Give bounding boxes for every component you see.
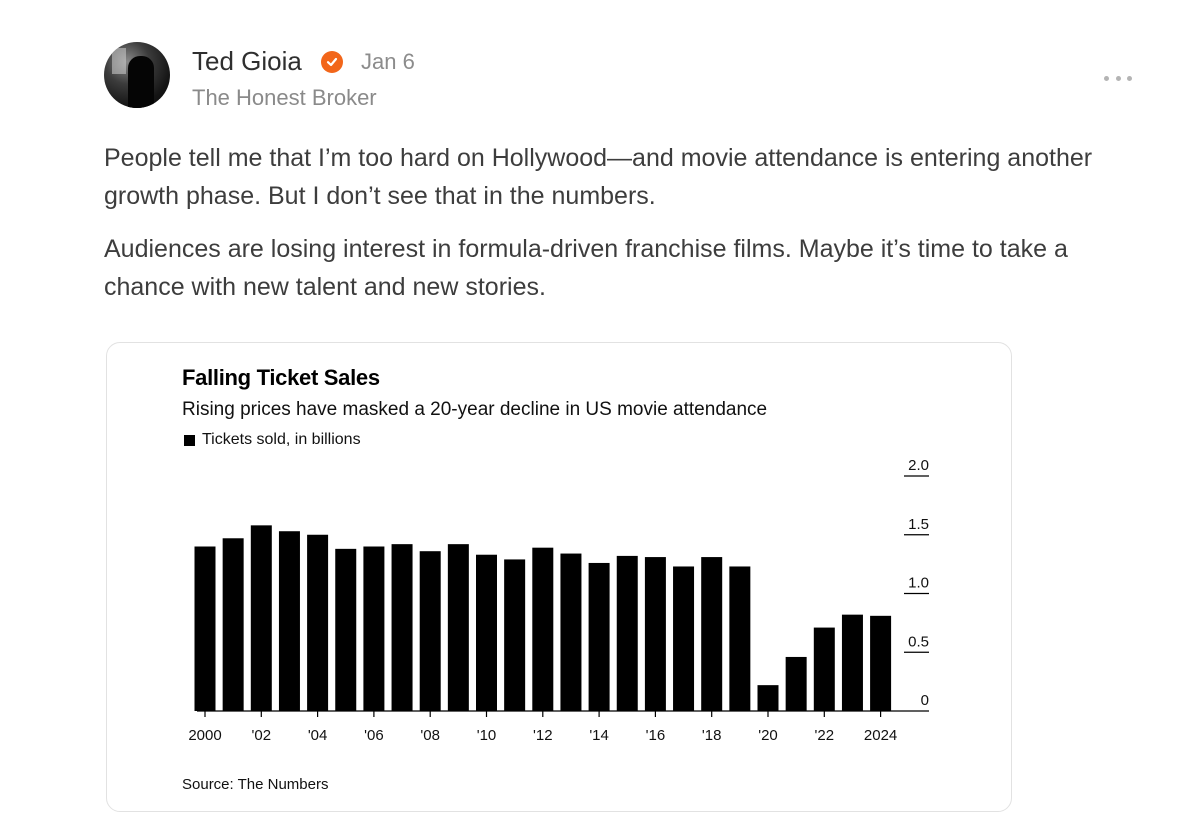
bar-2018[interactable] [701, 557, 723, 711]
x-tick-label: '12 [533, 727, 553, 744]
bar-2022[interactable] [813, 627, 835, 711]
checkmark-icon [326, 57, 338, 67]
bar-2010[interactable] [476, 554, 497, 711]
bar-2009[interactable] [447, 544, 469, 711]
bar-2014[interactable] [588, 562, 610, 711]
x-tick-label: '02 [252, 727, 272, 744]
bar-2004[interactable] [307, 534, 329, 711]
y-tick-label: 1.0 [908, 575, 929, 592]
bar-2006[interactable] [363, 546, 385, 712]
legend-label: Tickets sold, in billions [202, 431, 361, 448]
verified-badge-icon [321, 51, 343, 73]
publication-name[interactable]: The Honest Broker [192, 85, 377, 110]
bar-2017[interactable] [673, 566, 695, 711]
bar-2001[interactable] [222, 538, 244, 711]
avatar-figure-shape [128, 56, 154, 108]
x-tick-label: '22 [815, 727, 835, 744]
bar-2008[interactable] [419, 551, 441, 711]
bar-2011[interactable] [504, 559, 526, 711]
y-tick-label: 0.5 [908, 633, 929, 650]
bar-2016[interactable] [644, 557, 666, 711]
more-options-icon[interactable] [1104, 68, 1132, 88]
y-tick-label: 0 [921, 692, 929, 709]
x-tick-label: '16 [646, 727, 666, 744]
x-tick-label: '04 [308, 727, 328, 744]
bar-2024[interactable] [870, 615, 892, 711]
bar-2003[interactable] [278, 531, 300, 711]
post-date[interactable]: Jan 6 [361, 49, 415, 74]
x-tick-label: 2000 [188, 727, 221, 744]
post-paragraph: Audiences are losing interest in formula… [104, 235, 1068, 301]
bar-2023[interactable] [841, 614, 863, 711]
x-tick-label: '06 [364, 727, 384, 744]
chart-card[interactable]: Falling Ticket Sales Rising prices have … [106, 342, 1012, 812]
author-avatar[interactable] [104, 42, 170, 108]
legend-swatch [184, 434, 195, 446]
bar-2005[interactable] [335, 548, 357, 711]
y-tick-label: 1.5 [908, 516, 929, 533]
author-name[interactable]: Ted Gioia [192, 46, 302, 76]
bar-2000[interactable] [194, 546, 216, 712]
bar-2012[interactable] [532, 547, 554, 711]
x-tick-label: '14 [589, 727, 609, 744]
more-dot [1127, 75, 1132, 81]
chart-subtitle: Rising prices have masked a 20-year decl… [182, 399, 768, 420]
bar-chart: 0 0.5 1.0 1.5 2.0 2000 '02 '04 '06 '08 '10 '12 '14 '1… [188, 457, 929, 744]
bar-2020[interactable] [757, 685, 779, 711]
chart-title: Falling Ticket Sales [182, 365, 380, 390]
bar-2013[interactable] [560, 553, 582, 711]
bar-2021[interactable] [785, 656, 807, 711]
more-dot [1115, 75, 1121, 81]
chart-legend: Tickets sold, in billions [184, 431, 361, 449]
bar-2015[interactable] [616, 555, 638, 711]
post-paragraph: People tell me that I’m too hard on Holl… [104, 144, 1093, 210]
x-tick-label: '18 [702, 727, 722, 744]
x-tick-label: 2024 [864, 727, 897, 744]
chart-source: Source: The Numbers [182, 776, 329, 793]
x-tick-label: '08 [420, 727, 440, 744]
x-tick-label: '20 [758, 727, 778, 744]
x-tick-label: '10 [477, 727, 497, 744]
bar-2019[interactable] [729, 566, 751, 711]
y-tick-label: 2.0 [908, 457, 929, 474]
bar-2007[interactable] [391, 544, 413, 711]
more-dot [1104, 75, 1109, 81]
avatar-window-shape [112, 48, 126, 74]
bar-2002[interactable] [250, 525, 272, 711]
